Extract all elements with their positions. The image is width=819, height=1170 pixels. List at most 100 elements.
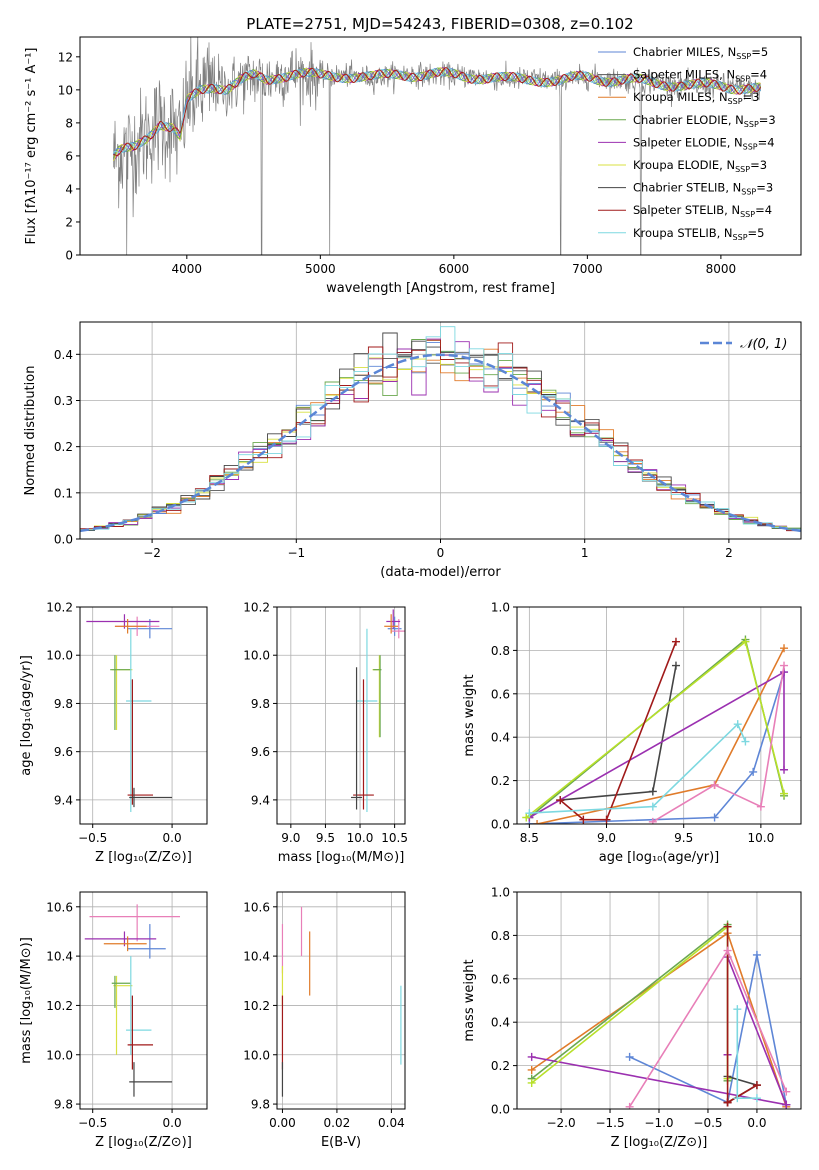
mass_vs_ebv-ytick-label: 10.2	[243, 999, 270, 1013]
weight-point-marker	[602, 815, 611, 824]
weight_vs_Z-ytick-label: 0.6	[491, 972, 510, 986]
weight_vs_Z-ytick-label: 0.8	[491, 929, 510, 943]
residuals-xtick-label: 1	[581, 546, 589, 560]
weight_vs_Z-ytick-label: 1.0	[491, 886, 510, 900]
weight-point-marker	[648, 787, 657, 796]
weight_vs_Z-ytick-label: 0.2	[491, 1059, 510, 1073]
weight-point-marker	[671, 661, 680, 670]
weight-point-marker	[525, 809, 534, 818]
age_vs_Z-ytick-label: 10.2	[46, 601, 73, 615]
weight_vs_Z-plot-area	[527, 920, 791, 1109]
mass_vs_Z-xlabel: Z [log₁₀(Z/Z⊙)]	[95, 1135, 192, 1150]
spectrum-xlabel: wavelength [Angstrom, rest frame]	[326, 281, 555, 296]
mass_vs_ebv-panel: 0.00 0.02 0.04 9.8 10.0 10.2 10.4 10.6 E(B-V)	[243, 891, 406, 1150]
residuals-legend: 𝒩(0, 1)	[700, 337, 787, 352]
weight-point-marker	[741, 737, 750, 746]
mass_vs_Z-frame	[79, 891, 208, 1110]
weight-point-marker	[671, 637, 680, 646]
legend-entry: Salpeter ELODIE, NSSP=4	[633, 135, 775, 151]
age_vs_mass-ytick-label: 9.4	[251, 793, 270, 807]
figure-title: PLATE=2751, MJD=54243, FIBERID=0308, z=0…	[246, 15, 633, 33]
age_vs_mass-panel: 9.0 9.5 10.0 10.5 9.4 9.6 9.8 10.0 10.2 mass [log…	[243, 601, 408, 866]
residuals-plot-area	[80, 326, 801, 533]
spectrum-ytick-label: 2	[65, 215, 73, 229]
spectrum-panel: 4000 5000 6000 7000 8000 0 2 4 6 8 10 12 wavelength …	[24, 36, 802, 296]
residuals-panel: −2 −1 0 1 2 0.0 0.1 0.2 0.3 0.4 (data-model)/error…	[23, 321, 802, 580]
mass_vs_ebv-xtick-label: 0.02	[324, 1116, 351, 1130]
residuals-ytick-label: 0.4	[54, 348, 73, 362]
residuals-xtick-label: −2	[143, 546, 161, 560]
age_vs_mass-ytick-label: 9.8	[251, 697, 270, 711]
age_vs_mass-ytick-label: 9.6	[251, 745, 270, 759]
legend-entry: Chabrier MILES, NSSP=5	[633, 45, 768, 61]
weight-point-marker	[527, 1078, 536, 1087]
legend-entry: Chabrier STELIB, NSSP=3	[633, 181, 773, 197]
weight_vs_Z-xtick-label: −1.5	[595, 1116, 624, 1130]
mass_vs_Z-ytick-label: 10.4	[46, 950, 73, 964]
weight-point-marker	[749, 767, 758, 776]
age_vs_mass-ytick-label: 10.2	[243, 601, 270, 615]
weight-point-marker	[782, 1100, 791, 1109]
mass_vs_ebv-xtick-label: 0.00	[269, 1116, 296, 1130]
spectrum-xtick-label: 6000	[439, 262, 470, 276]
weight_vs_Z-ytick-label: 0.0	[491, 1103, 510, 1117]
legend-entry: 𝒩(0, 1)	[740, 337, 787, 352]
residuals-ytick-label: 0.3	[54, 394, 73, 408]
age_vs_mass-xtick-label: 9.0	[281, 831, 300, 845]
weight-series-line	[652, 665, 785, 823]
weight-series-line	[559, 641, 677, 821]
spectrum-ytick-label: 10	[58, 83, 73, 97]
mass_vs_ebv-ytick-label: 9.8	[251, 1098, 270, 1112]
weight-series-line	[536, 647, 785, 824]
residuals-xtick-label: −1	[287, 546, 305, 560]
legend-entry: Salpeter MILES, NSSP=4	[633, 68, 767, 84]
spectrum-ylabel: Flux [fλ10⁻¹⁷ erg cm⁻² s⁻¹ A⁻¹]	[24, 48, 39, 245]
spectrum-legend: Chabrier MILES, NSSP=5 Salpeter MILES, NS…	[598, 45, 776, 242]
weight_vs_age-ytick-label: 1.0	[491, 601, 510, 615]
weight_vs_age-panel: 8.5 9.0 9.5 10.0 0.0 0.2 0.4 0.6 0.8 1.0 age [log₁…	[462, 601, 802, 865]
age_vs_Z-ytick-label: 9.4	[54, 793, 73, 807]
weight_vs_Z-xtick-label: −2.0	[546, 1116, 575, 1130]
spectrum-model-line	[112, 68, 762, 155]
weight-point-marker	[752, 1081, 761, 1090]
weight-point-marker	[741, 637, 750, 646]
mass_vs_Z-ytick-label: 9.8	[54, 1098, 73, 1112]
weight-point-marker	[782, 1087, 791, 1096]
age_vs_Z-plot-area	[86, 614, 173, 812]
weight-point-marker	[733, 1094, 742, 1103]
age_vs_Z-ytick-label: 9.6	[54, 745, 73, 759]
weight-point-marker	[648, 802, 657, 811]
weight_vs_Z-xlabel: Z [log₁₀(Z/Z⊙)]	[611, 1135, 708, 1150]
residuals-ylabel: Normed distribution	[23, 366, 38, 496]
weight_vs_Z-ytick-label: 0.4	[491, 1016, 510, 1030]
weight-point-marker	[710, 813, 719, 822]
residuals-ytick-label: 0.1	[54, 486, 73, 500]
weight_vs_Z-xtick-label: −0.5	[693, 1116, 722, 1130]
age_vs_mass-plot-area	[351, 609, 405, 812]
legend-entry: Kroupa MILES, NSSP=3	[633, 90, 759, 106]
weight-series-line	[726, 926, 758, 1104]
spectrum-ytick-label: 12	[58, 50, 73, 64]
age_vs_Z-ytick-label: 9.8	[54, 697, 73, 711]
mass_vs_ebv-ytick-label: 10.0	[243, 1048, 270, 1062]
mass_vs_Z-ytick-label: 10.6	[46, 900, 73, 914]
spectrum-model-line	[113, 67, 762, 156]
weight_vs_age-xlabel: age [log₁₀(age/yr)]	[599, 850, 720, 865]
weight-point-marker	[780, 789, 789, 798]
mass_vs_ebv-xlabel: E(B-V)	[321, 1135, 361, 1150]
weight-point-marker	[527, 1065, 536, 1074]
residuals-xtick-label: 2	[725, 546, 733, 560]
weight_vs_age-xtick-label: 9.0	[597, 831, 616, 845]
mass_vs_ebv-xtick-label: 0.04	[378, 1116, 405, 1130]
mass_vs_Z-xtick-label: −0.5	[78, 1116, 107, 1130]
weight-point-marker	[579, 815, 588, 824]
weight-series-line	[629, 954, 788, 1105]
legend-entry: Kroupa ELODIE, NSSP=3	[633, 158, 767, 174]
spectrum-ytick-label: 0	[65, 249, 73, 263]
residuals-ytick-label: 0.0	[54, 533, 73, 547]
spectrum-xtick-label: 7000	[572, 262, 603, 276]
mass_vs_ebv-frame	[276, 891, 406, 1110]
weight-series-line	[529, 671, 785, 824]
weight-point-marker	[752, 950, 761, 959]
